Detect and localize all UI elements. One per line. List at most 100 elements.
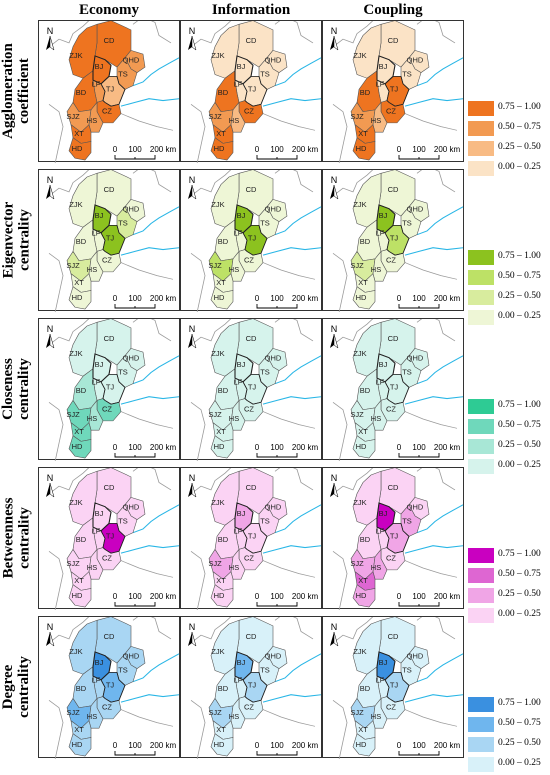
context-boundary bbox=[330, 617, 374, 645]
city-label-qhd: QHD bbox=[407, 56, 424, 65]
city-label-lf: LF bbox=[234, 676, 243, 685]
city-label-cz: CZ bbox=[244, 703, 255, 712]
coastline bbox=[404, 98, 464, 107]
context-boundary bbox=[190, 401, 206, 461]
city-label-ts: TS bbox=[402, 70, 412, 79]
context-boundary bbox=[46, 468, 90, 496]
context-boundary bbox=[190, 103, 206, 163]
north-arrow-label: N bbox=[47, 324, 54, 334]
context-boundary bbox=[46, 21, 90, 49]
city-label-zjk: ZJK bbox=[69, 498, 83, 507]
region-zjk bbox=[210, 470, 240, 526]
scale-label: 100 bbox=[270, 741, 284, 750]
city-label-bj: BJ bbox=[379, 509, 388, 518]
city-label-lf: LF bbox=[92, 80, 101, 89]
coastline bbox=[262, 545, 322, 554]
region-zjk bbox=[210, 172, 240, 228]
city-label-xt: XT bbox=[358, 129, 368, 138]
city-label-bd: BD bbox=[76, 386, 86, 395]
legend-label: 0.00 – 0.25 bbox=[498, 609, 541, 619]
region-tj-outline bbox=[384, 75, 410, 107]
city-label-hs: HS bbox=[87, 265, 98, 274]
city-label-lf: LF bbox=[376, 527, 385, 536]
coastline bbox=[416, 206, 464, 236]
context-boundary bbox=[190, 252, 206, 312]
city-label-cz: CZ bbox=[386, 256, 397, 265]
north-arrow-label: N bbox=[331, 26, 338, 36]
region-tj-outline bbox=[384, 671, 410, 703]
legend-item: 0.00 – 0.25 bbox=[468, 755, 550, 775]
scale-label: 0 bbox=[113, 294, 118, 303]
city-label-ts: TS bbox=[402, 517, 412, 526]
scale-label: 100 bbox=[270, 294, 284, 303]
region-zjk bbox=[68, 321, 98, 377]
legend-swatch bbox=[468, 310, 494, 325]
legend: 0.75 – 1.00 0.50 – 0.75 0.25 – 0.50 0.00 – … bbox=[468, 99, 550, 179]
region-zjk bbox=[352, 23, 382, 79]
city-label-bj: BJ bbox=[237, 360, 246, 369]
context-boundary bbox=[132, 21, 172, 44]
city-label-tj: TJ bbox=[106, 681, 115, 690]
scale-label: 200 km bbox=[292, 443, 319, 452]
city-label-xt: XT bbox=[74, 427, 84, 436]
north-arrow-icon bbox=[333, 333, 339, 349]
scale-label: 200 km bbox=[292, 592, 319, 601]
context-boundary bbox=[330, 170, 374, 198]
city-label-qhd: QHD bbox=[123, 354, 140, 363]
scale-label: 100 bbox=[412, 592, 426, 601]
scale-label: 100 bbox=[412, 443, 426, 452]
city-label-ts: TS bbox=[260, 70, 270, 79]
city-label-qhd: QHD bbox=[265, 354, 282, 363]
city-label-qhd: QHD bbox=[265, 503, 282, 512]
region-zjk bbox=[68, 619, 98, 675]
context-boundary bbox=[48, 401, 64, 461]
region-tj-outline bbox=[242, 75, 268, 107]
region-tj-outline bbox=[100, 373, 126, 405]
north-arrow-icon bbox=[191, 333, 197, 349]
coastline bbox=[120, 98, 180, 107]
city-label-hs: HS bbox=[229, 116, 240, 125]
region-tj-outline bbox=[100, 522, 126, 554]
legend: 0.75 – 1.00 0.50 – 0.75 0.25 – 0.50 0.00 – … bbox=[468, 248, 550, 328]
north-arrow-icon bbox=[333, 35, 339, 51]
city-label-tj: TJ bbox=[106, 383, 115, 392]
region-hd bbox=[210, 286, 234, 310]
north-arrow-label: N bbox=[331, 622, 338, 632]
scale-label: 0 bbox=[397, 145, 402, 154]
city-label-cz: CZ bbox=[386, 703, 397, 712]
scale-label: 0 bbox=[397, 592, 402, 601]
city-label-hd: HD bbox=[356, 591, 367, 600]
city-label-sjz: SJZ bbox=[208, 261, 222, 270]
city-label-qhd: QHD bbox=[407, 205, 424, 214]
city-label-xt: XT bbox=[74, 725, 84, 734]
city-label-ts: TS bbox=[118, 517, 128, 526]
city-label-cd: CD bbox=[104, 334, 115, 343]
city-label-tj: TJ bbox=[248, 383, 257, 392]
context-boundary bbox=[332, 550, 348, 610]
city-label-lf: LF bbox=[376, 676, 385, 685]
legend-swatch bbox=[468, 121, 494, 136]
legend-label: 0.50 – 0.75 bbox=[498, 420, 541, 430]
city-label-hs: HS bbox=[229, 414, 240, 423]
context-boundary bbox=[274, 319, 314, 342]
city-label-tj: TJ bbox=[390, 383, 399, 392]
context-boundary bbox=[48, 103, 64, 163]
city-label-xt: XT bbox=[216, 576, 226, 585]
context-boundary bbox=[190, 699, 206, 759]
city-label-zjk: ZJK bbox=[211, 349, 225, 358]
context-boundary bbox=[188, 617, 232, 645]
scale-label: 0 bbox=[397, 443, 402, 452]
city-label-cz: CZ bbox=[102, 256, 113, 265]
city-label-lf: LF bbox=[234, 80, 243, 89]
city-label-bj: BJ bbox=[379, 360, 388, 369]
city-label-hd: HD bbox=[72, 740, 83, 749]
city-label-bd: BD bbox=[360, 386, 370, 395]
legend: 0.75 – 1.00 0.50 – 0.75 0.25 – 0.50 0.00 – … bbox=[468, 695, 550, 775]
scale-label: 100 bbox=[128, 592, 142, 601]
north-arrow-label: N bbox=[189, 622, 196, 632]
city-label-hd: HD bbox=[72, 293, 83, 302]
